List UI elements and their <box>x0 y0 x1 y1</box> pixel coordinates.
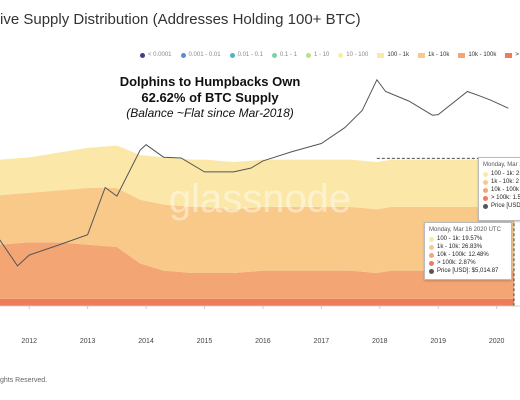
tooltip-bullet <box>483 179 488 185</box>
tooltip-row: Price [USD] <box>483 202 520 210</box>
tooltip-bullet <box>429 268 434 274</box>
tooltip-row: 10k - 100k <box>483 186 520 194</box>
legend-label: > 100k <box>515 52 520 58</box>
tooltip-row-label: 100 - 1k: 19.57% <box>437 236 483 242</box>
tooltip-row-label: 10k - 100k <box>491 187 520 193</box>
legend-marker <box>418 52 425 58</box>
tooltip-row-label: 1k - 10k: 26.83% <box>437 244 483 250</box>
annotation-line-2: 62.62% of BTC Supply <box>141 90 279 105</box>
chart-canvas: glassnode 2012 2013 2014 2015 2016 2017 2018 201… <box>0 70 520 345</box>
annotation-line-3: (Balance ~Flat since Mar-2018) <box>126 106 294 120</box>
annotation-line-1: Dolphins to Humpbacks Own <box>119 74 301 89</box>
x-tick-label: 2017 <box>314 338 330 345</box>
tooltip-bullet <box>429 244 434 250</box>
tooltip-row: 10k - 100k: 12.48% <box>429 251 507 259</box>
tooltip-bullet <box>429 252 434 258</box>
legend-item-0[interactable]: < 0.0001 <box>140 52 172 58</box>
legend-marker <box>458 52 466 58</box>
legend-label: 0.01 - 0.1 <box>237 52 263 58</box>
tooltip-bullet <box>483 203 488 209</box>
tooltip-row: > 100k: 2.87% <box>429 259 507 267</box>
x-tick-label: 2020 <box>489 338 505 345</box>
legend-item-4[interactable]: 1 - 10 <box>305 52 330 58</box>
x-tick-label: 2013 <box>80 338 96 345</box>
x-tick-label: 2015 <box>197 338 213 345</box>
legend-marker <box>338 52 344 58</box>
legend-marker <box>229 52 235 58</box>
x-tick-label: 2018 <box>372 338 388 345</box>
area--100k <box>0 298 515 306</box>
legend-label: 1 - 10 <box>313 52 330 58</box>
x-tick-label: 2016 <box>255 338 271 345</box>
x-tick-label: 2014 <box>138 338 154 345</box>
price-line <box>0 78 509 267</box>
tooltip-row: 1k - 10k: 2 <box>483 178 520 186</box>
legend-label: 0.1 - 1 <box>279 52 297 58</box>
legend-item-8[interactable]: 10k - 100k <box>458 52 496 58</box>
legend-item-5[interactable]: 10 - 100 <box>338 52 368 58</box>
watermark: glassnode <box>169 177 351 221</box>
legend-item-3[interactable]: 0.1 - 1 <box>271 52 297 58</box>
tooltip-row-label: Price [USD]: $5,014.87 <box>437 268 499 274</box>
tooltip-header: Monday, Mar 16 2020 UTC <box>429 227 501 233</box>
legend-label: 10 - 100 <box>346 52 369 58</box>
tooltip-row: 1k - 10k: 26.83% <box>429 243 507 251</box>
legend-marker <box>271 52 277 58</box>
tooltip-row: Price [USD]: $5,014.87 <box>429 267 507 275</box>
legend-marker <box>377 52 385 58</box>
tooltip-bullet <box>483 187 488 193</box>
legend-label: 100 - 1k <box>387 52 409 58</box>
legend-item-7[interactable]: 1k - 10k <box>418 52 449 58</box>
tooltip-row-label: Price [USD] <box>491 203 520 209</box>
legend-label: 1k - 10k <box>428 52 450 58</box>
legend-marker <box>505 52 513 58</box>
legend-label: < 0.0001 <box>148 52 172 58</box>
x-tick-label: 2012 <box>21 338 37 345</box>
legend-marker <box>305 52 311 58</box>
copyright-footer: ghts Reserved. <box>0 377 48 384</box>
legend-label: 0.001 - 0.01 <box>188 52 221 58</box>
legend-marker <box>140 52 145 58</box>
legend: < 0.0001 0.001 - 0.01 0.01 - 0.1 0.1 - 1 1 -… <box>140 52 520 58</box>
legend-label: 10k - 100k <box>468 52 497 58</box>
tooltip-row-label: 10k - 100k: 12.48% <box>437 252 489 258</box>
chart-title: ive Supply Distribution (Addresses Holdi… <box>0 11 361 28</box>
tooltip-mar-11: Monday, Mar 11 100 - 1k: 2 1k - 10k: 2 10k … <box>478 157 520 221</box>
area-1k-10k <box>0 188 515 273</box>
tooltip-mar-16-2020: Monday, Mar 16 2020 UTC 100 - 1k: 19.57% 1… <box>424 222 512 280</box>
legend-item-6[interactable]: 100 - 1k <box>377 52 409 58</box>
tooltip-row-label: > 100k: 1.5 <box>491 195 520 201</box>
tooltip-bullet <box>429 236 434 242</box>
tooltip-row-label: 1k - 10k: 2 <box>491 179 520 185</box>
x-tick-label: 2019 <box>430 338 446 345</box>
tooltip-row: > 100k: 1.5 <box>483 194 520 202</box>
area-100-1k <box>0 145 515 210</box>
tooltip-bullet <box>483 171 488 177</box>
legend-item-9[interactable]: > 100k <box>505 52 520 58</box>
annotation: Dolphins to Humpbacks Own 62.62% of BTC … <box>110 74 310 121</box>
legend-item-2[interactable]: 0.01 - 0.1 <box>229 52 263 58</box>
legend-marker <box>180 52 186 58</box>
tooltip-header: Monday, Mar 11 <box>483 162 520 168</box>
tooltip-row: 100 - 1k: 2 <box>483 170 520 178</box>
tooltip-row-label: 100 - 1k: 2 <box>491 171 520 177</box>
tooltip-row-label: > 100k: 2.87% <box>437 260 476 266</box>
tooltip-bullet <box>429 260 434 266</box>
tooltip-row: 100 - 1k: 19.57% <box>429 235 507 243</box>
tooltip-bullet <box>483 195 488 201</box>
legend-item-1[interactable]: 0.001 - 0.01 <box>180 52 221 58</box>
area-10k-100k <box>0 242 515 299</box>
